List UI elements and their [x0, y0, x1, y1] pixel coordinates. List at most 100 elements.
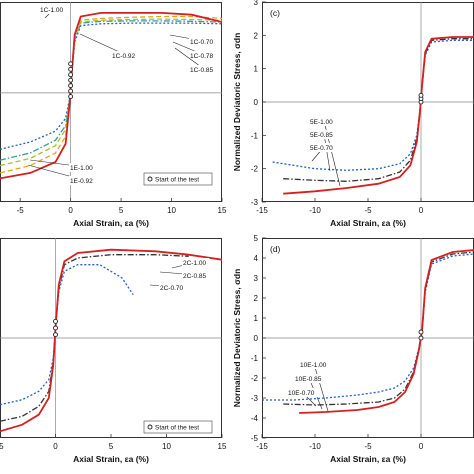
x-axis-label: Axial Strain, εa (%)	[73, 454, 149, 464]
x-tick-label: 15	[218, 442, 227, 451]
y-tick-label: 3	[254, 274, 259, 283]
y-tick-label: 4	[254, 254, 259, 263]
y-tick-label: -4	[251, 414, 259, 423]
x-tick-label: -15	[256, 206, 268, 215]
annotation-bg	[189, 51, 217, 60]
y-tick-label: -3	[251, 394, 259, 403]
start-point-marker	[418, 335, 424, 341]
annotation-label: 1E-1.00	[70, 165, 93, 172]
series-line-1C-0.78	[0, 20, 222, 161]
x-tick-label: -5	[17, 206, 25, 215]
annotation-label: 5E-0.85	[310, 132, 333, 139]
x-tick-label: 10	[167, 206, 176, 215]
annotation-label: 1C-0.78	[190, 53, 214, 60]
x-tick-label: 10	[162, 442, 171, 451]
start-point-marker	[68, 88, 74, 94]
x-tick-label: 0	[419, 442, 424, 451]
annotation-bg	[111, 51, 139, 60]
series-line-5E-0.85	[283, 38, 474, 182]
x-axis-label: Axial Strain, εa (%)	[330, 218, 406, 228]
panel-a: -5 0 5 10 15 Axial Strain, εa (%) 1C-1.00 1C-0.…	[0, 2, 227, 228]
annotation-label: 5E-1.00	[310, 119, 333, 126]
y-tick-label: 3	[254, 0, 259, 7]
x-tick-label: 0	[419, 206, 424, 215]
legend-label: Start of the test	[155, 425, 199, 432]
annotation-label: 1C-0.85	[190, 67, 214, 74]
annotation-label: 1C-0.92	[112, 53, 136, 60]
legend-marker	[147, 176, 153, 182]
annotation-bg	[309, 143, 337, 152]
x-tick-label: 0	[68, 206, 73, 215]
series-line-10E-1.00	[299, 249, 474, 414]
plot-frame	[0, 2, 222, 202]
x-tick-label: -10	[309, 442, 321, 451]
panel-c: -15 -10 -5 0 3 2 1 0 -1 -2 -3 Axial Strain, εa (%) N…	[232, 0, 474, 228]
legend-box	[143, 172, 213, 186]
annotation-label: 2C-1.00	[183, 260, 207, 267]
annotation-bg	[299, 360, 330, 369]
x-tick-label: -5	[0, 442, 4, 451]
legend-label: Start of the test	[155, 177, 199, 184]
start-point-marker	[53, 325, 58, 331]
start-point-marker	[418, 92, 424, 98]
x-tick-label: -5	[364, 206, 372, 215]
annotation-label: 2C-0.85	[183, 273, 207, 280]
y-tick-label: 5	[254, 234, 259, 243]
annotation-bg	[294, 374, 325, 383]
start-point-marker	[68, 61, 74, 67]
series-line-1C-0.92	[0, 15, 222, 174]
y-tick-label: 0	[254, 98, 259, 107]
y-tick-label: -3	[251, 198, 259, 207]
x-axis-label: Axial Strain, εa (%)	[330, 454, 406, 464]
annotation-bg	[287, 388, 318, 397]
start-point-marker	[68, 72, 74, 78]
start-point-marker	[53, 332, 58, 338]
y-tick-label: -5	[251, 434, 259, 443]
y-tick-label: 0	[254, 334, 259, 343]
y-tick-label: -1	[251, 354, 259, 363]
series-line-2C-0.70	[0, 264, 134, 406]
panel-d: -15 -10 -5 0 5 4 3 2 1 0 -1 -2 -3 -4 -5 Axial Strain, ε…	[232, 234, 474, 464]
y-axis-label: Normalized Deviatoric Stress, σdn	[232, 33, 242, 172]
x-axis-label: Axial Strain, εa (%)	[73, 218, 149, 228]
series-line-1C-1.00	[0, 12, 222, 180]
panel-label: (c)	[270, 8, 280, 18]
annotation-label: 10E-1.00	[300, 362, 327, 369]
annotation-bg	[309, 117, 337, 126]
y-tick-label: -2	[251, 374, 259, 383]
x-tick-label: 0	[53, 442, 58, 451]
y-tick-label: 2	[254, 31, 259, 40]
y-tick-label: 1	[254, 314, 259, 323]
annotation-label: 2C-0.70	[160, 285, 184, 292]
annotation-label: 1C-0.70	[190, 39, 214, 46]
series-line-2C-1.00	[0, 248, 222, 433]
series-line-10E-0.70	[262, 253, 474, 401]
annotation-bg	[309, 130, 337, 139]
panel-label: (d)	[270, 244, 281, 254]
y-tick-label: -1	[251, 131, 259, 140]
start-point-marker	[68, 66, 74, 72]
series-line-5E-1.00	[283, 36, 474, 195]
annotation-leader	[313, 363, 329, 412]
y-tick-label: 1	[254, 65, 259, 74]
start-point-marker	[53, 318, 58, 324]
annotation-label: 1E-0.92	[70, 178, 93, 185]
x-tick-label: 15	[218, 206, 227, 215]
legend-box	[143, 420, 213, 434]
x-tick-label: -5	[364, 442, 372, 451]
panel-b: -5 0 5 10 15 Axial Strain, εa (%) 2C-1.00 2C-0.…	[0, 238, 227, 464]
start-point-marker	[418, 329, 424, 335]
start-point-marker	[68, 77, 74, 83]
x-tick-label: 5	[109, 442, 114, 451]
annotation-bg	[69, 163, 97, 172]
annotation-bg	[69, 176, 97, 185]
x-tick-label: -15	[256, 442, 268, 451]
y-tick-label: -2	[251, 165, 259, 174]
annotation-bg	[189, 65, 217, 74]
series-line-1C-0.85	[0, 18, 222, 167]
annotation-label: 10E-0.70	[288, 390, 315, 397]
annotation-leader	[323, 133, 331, 172]
annotation-label: 1C-1.00	[40, 7, 64, 14]
x-tick-label: -10	[309, 206, 321, 215]
